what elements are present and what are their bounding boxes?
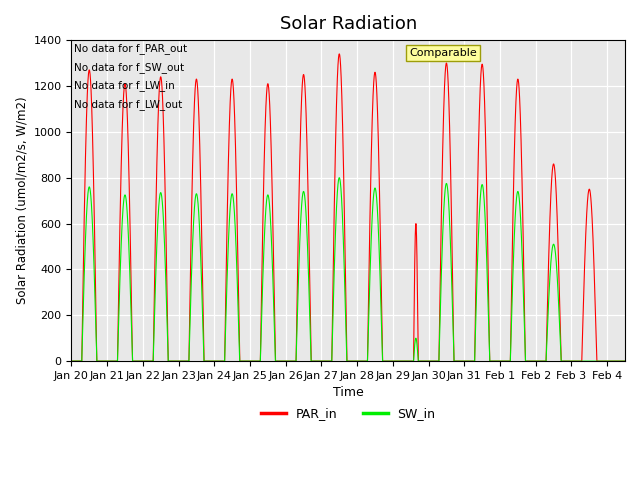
Text: No data for f_PAR_out: No data for f_PAR_out [74, 43, 188, 54]
Text: No data for f_LW_in: No data for f_LW_in [74, 81, 175, 92]
X-axis label: Time: Time [333, 386, 364, 399]
Y-axis label: Solar Radiation (umol/m2/s, W/m2): Solar Radiation (umol/m2/s, W/m2) [15, 97, 28, 304]
Legend: PAR_in, SW_in: PAR_in, SW_in [256, 403, 440, 425]
Text: No data for f_LW_out: No data for f_LW_out [74, 99, 182, 110]
Text: Comparable: Comparable [409, 48, 477, 58]
Title: Solar Radiation: Solar Radiation [280, 15, 417, 33]
Text: No data for f_SW_out: No data for f_SW_out [74, 62, 184, 73]
